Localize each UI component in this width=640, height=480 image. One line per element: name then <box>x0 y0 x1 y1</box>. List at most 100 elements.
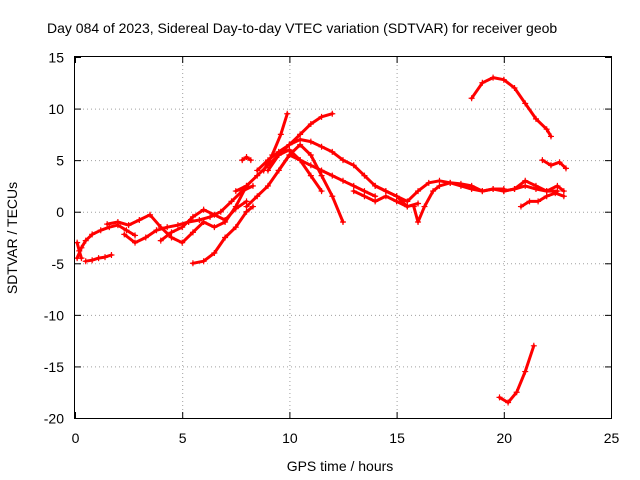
data-point-marker <box>505 399 512 406</box>
data-point-marker <box>142 234 149 241</box>
x-axis-label: GPS time / hours <box>287 458 394 474</box>
data-point-marker <box>382 193 389 200</box>
data-point-marker <box>174 222 181 229</box>
data-point-marker <box>562 165 569 172</box>
data-point-marker <box>511 186 518 193</box>
y-tick-label: 15 <box>48 50 64 66</box>
data-point-marker <box>284 110 291 117</box>
series-s1 <box>74 222 139 262</box>
data-point-marker <box>329 110 336 117</box>
data-point-marker <box>532 182 539 189</box>
chart-title: Day 084 of 2023, Sidereal Day-to-day VTE… <box>47 20 557 36</box>
data-point-marker <box>500 188 507 195</box>
data-point-marker <box>164 224 171 231</box>
data-point-marker <box>361 188 368 195</box>
data-point-marker <box>457 180 464 187</box>
data-point-marker <box>243 198 250 205</box>
data-point-marker <box>318 143 325 150</box>
series-points <box>74 239 85 262</box>
series-points <box>264 110 336 174</box>
data-point-marker <box>179 224 186 231</box>
y-tick-label: -15 <box>44 359 64 375</box>
data-point-marker <box>78 255 85 262</box>
data-point-marker <box>211 211 218 218</box>
data-point-marker <box>554 182 561 189</box>
series-s13 <box>239 154 254 164</box>
data-point-marker <box>97 227 104 234</box>
series-points <box>410 179 507 226</box>
series-line <box>122 184 255 245</box>
data-point-marker <box>222 216 229 223</box>
data-point-marker <box>232 188 239 195</box>
data-point-marker <box>522 100 529 107</box>
series-s5 <box>157 198 250 244</box>
data-point-marker <box>82 237 89 244</box>
data-point-marker <box>307 172 314 179</box>
data-point-marker <box>468 95 475 102</box>
data-point-marker <box>340 157 346 164</box>
series-points <box>239 154 254 164</box>
data-point-marker <box>513 389 520 396</box>
data-point-marker <box>286 146 293 153</box>
series-line <box>540 158 568 170</box>
data-point-marker <box>243 182 250 189</box>
data-point-marker <box>275 151 282 158</box>
data-point-marker <box>286 141 293 148</box>
data-point-marker <box>382 188 389 195</box>
data-point-marker <box>530 342 537 349</box>
data-point-marker <box>372 198 379 205</box>
data-point-marker <box>189 260 196 267</box>
data-point-marker <box>232 224 239 231</box>
data-point-marker <box>217 208 224 215</box>
data-point-marker <box>372 182 379 189</box>
x-tick-label: 10 <box>282 430 298 446</box>
series-points <box>275 151 325 195</box>
data-point-marker <box>340 219 346 226</box>
data-point-marker <box>269 151 276 158</box>
data-point-marker <box>82 258 89 265</box>
series-points <box>121 182 256 246</box>
series-s12 <box>275 151 325 195</box>
data-point-marker <box>393 198 400 205</box>
data-point-marker <box>361 193 368 200</box>
y-tick-label: 10 <box>48 101 64 117</box>
data-point-marker <box>114 219 121 226</box>
data-point-marker <box>76 247 83 254</box>
y-tick-label: 0 <box>56 204 64 220</box>
data-point-marker <box>329 148 336 155</box>
series-s18 <box>517 190 567 210</box>
data-point-marker <box>222 234 229 241</box>
data-point-marker <box>490 74 497 81</box>
data-point-marker <box>479 79 486 86</box>
series-line <box>234 148 377 198</box>
data-point-marker <box>430 188 437 195</box>
data-point-marker <box>297 131 304 138</box>
series-line <box>262 112 289 172</box>
data-point-marker <box>490 186 497 193</box>
data-point-marker <box>157 237 164 244</box>
series-points <box>157 198 250 244</box>
data-point-marker <box>552 190 559 197</box>
data-point-marker <box>307 121 314 128</box>
data-point-marker <box>329 193 336 200</box>
series-points <box>82 252 115 265</box>
data-point-marker <box>297 141 304 148</box>
series-line <box>191 205 255 265</box>
data-point-marker <box>410 203 417 210</box>
data-point-marker <box>350 162 357 169</box>
data-point-marker <box>404 203 411 210</box>
data-point-marker <box>361 172 368 179</box>
series-line <box>470 76 553 138</box>
data-point-marker <box>329 172 336 179</box>
data-point-marker <box>318 172 325 179</box>
y-tick-label: -20 <box>44 411 64 427</box>
data-point-marker <box>543 126 550 133</box>
series-line <box>245 143 345 224</box>
data-point-marker <box>436 182 443 189</box>
data-point-marker <box>500 76 507 83</box>
series-s19 <box>539 157 569 172</box>
data-point-marker <box>200 206 207 213</box>
series-s14 <box>350 188 422 210</box>
data-point-marker <box>415 200 422 207</box>
